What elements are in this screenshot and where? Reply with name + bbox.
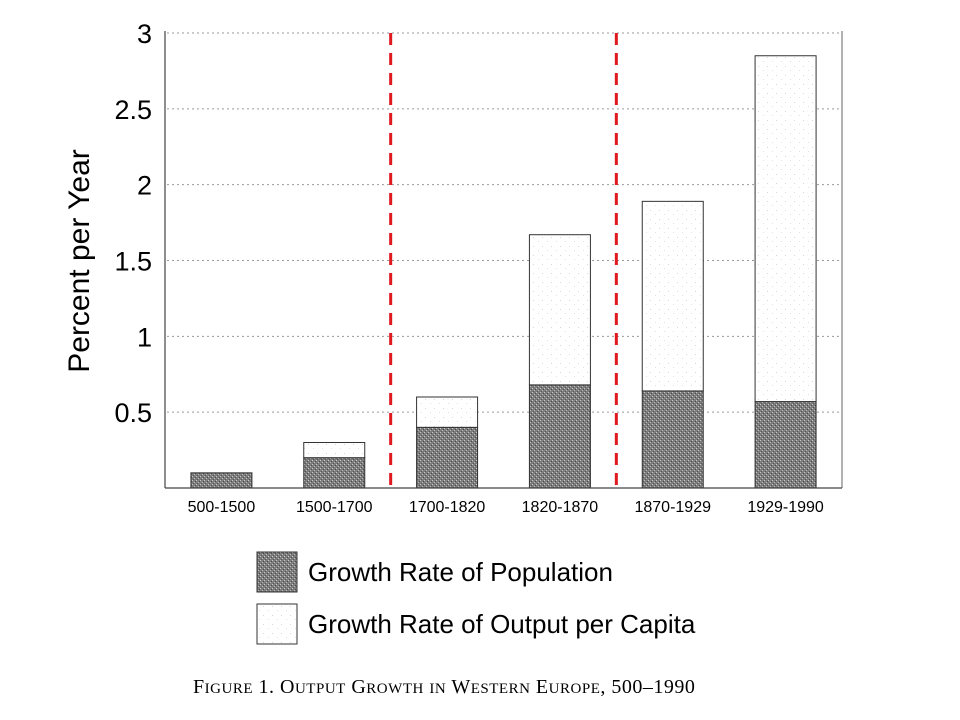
legend-label: Growth Rate of Output per Capita (308, 609, 696, 639)
caption-part: OUTPUT GROWTH IN WESTERN EUROPE, 500–199… (280, 676, 695, 698)
y-tick-label: 3 (137, 19, 152, 49)
y-tick-label: 0.5 (114, 398, 152, 428)
bar-population (528, 384, 591, 489)
x-tick-labels: 500-1500 1500-1700 1700-1820 1820-1870 1870-… (188, 499, 824, 516)
bar-output-per-capita (303, 442, 366, 459)
x-tick-label: 500-1500 (188, 499, 256, 516)
x-tick-label: 1820-1870 (522, 499, 599, 516)
bar-output-per-capita (416, 396, 479, 428)
bar-population (416, 426, 479, 489)
x-tick-label: 1500-1700 (296, 499, 373, 516)
legend: Growth Rate of Population Growth Rate of … (256, 551, 696, 645)
y-tick-label: 1 (137, 322, 152, 352)
legend-swatch-population (256, 551, 298, 593)
bar-population (754, 401, 817, 489)
bar-output-per-capita (754, 55, 817, 403)
y-tick-label: 2 (137, 171, 152, 201)
x-tick-label: 1870-1929 (634, 499, 711, 516)
legend-label: Growth Rate of Population (308, 557, 613, 587)
bar-output-per-capita (528, 234, 591, 386)
bar-population (303, 457, 366, 489)
axes (164, 31, 843, 489)
figure-caption: FIGURE 1. OUTPUT GROWTH IN WESTERN EUROP… (193, 676, 695, 698)
y-tick-label: 2.5 (114, 95, 152, 125)
bar-population (641, 390, 704, 489)
bar-output-per-capita (641, 200, 704, 392)
y-tick-labels: 0.5 1 1.5 2 2.5 3 (114, 19, 152, 428)
bar-population (190, 472, 253, 489)
legend-swatch-output-per-capita (256, 603, 298, 645)
x-tick-label: 1700-1820 (409, 499, 486, 516)
y-axis-title: Percent per Year (63, 149, 96, 373)
x-tick-label: 1929-1990 (747, 499, 824, 516)
bars (190, 55, 817, 489)
svg-text:FIGURE 1. OUTPUT GROWTH IN WE: FIGURE 1. OUTPUT GROWTH IN WESTERN EUROP… (193, 676, 695, 698)
y-tick-label: 1.5 (114, 247, 152, 277)
era-dividers (389, 33, 618, 488)
caption-part: FIGURE 1. (193, 676, 280, 698)
gridlines (167, 32, 842, 413)
